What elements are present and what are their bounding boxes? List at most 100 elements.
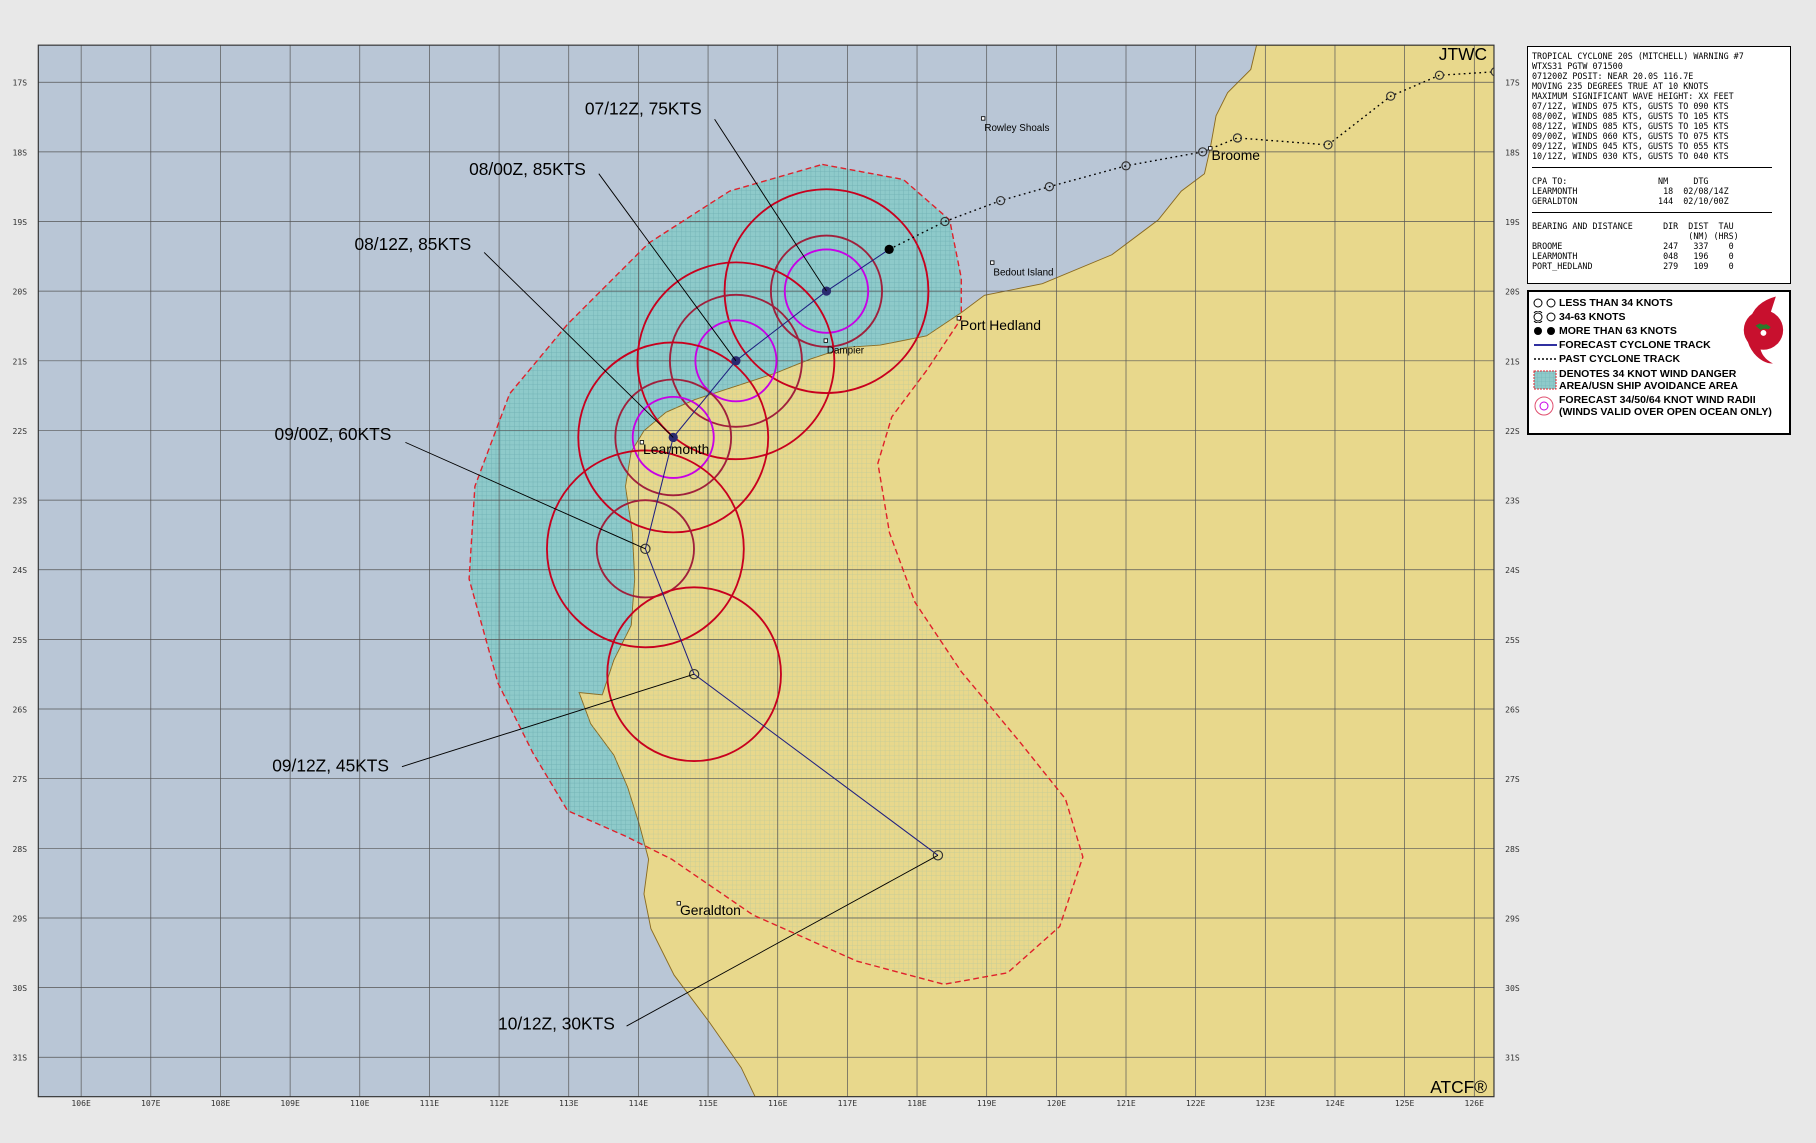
- lat-tick-label: 18S: [12, 147, 27, 157]
- lon-tick-label: 115E: [698, 1098, 718, 1108]
- past-track-line: [888, 71, 1494, 250]
- info-line: MOVING 235 DEGREES TRUE AT 10 KNOTS: [1532, 81, 1709, 91]
- place-marker: [1208, 146, 1213, 151]
- storm-position-icon: [1386, 91, 1396, 101]
- lat-tick-label: 19S: [1505, 217, 1520, 227]
- lat-tick-label: 18S: [1505, 147, 1520, 157]
- leader-line: [483, 252, 674, 438]
- lat-tick-label: 25S: [1505, 635, 1520, 645]
- info-line: 071200Z POSIT: NEAR 20.0S 116.7E: [1532, 71, 1694, 81]
- lat-tick-label: 23S: [12, 496, 27, 506]
- legend-label: 34-63 KNOTS: [1559, 311, 1626, 323]
- leader-line: [598, 173, 737, 362]
- lat-tick-label: 17S: [1505, 78, 1520, 88]
- lon-tick-label: 124E: [1325, 1098, 1345, 1108]
- place-label: Port Hedland: [960, 317, 1041, 333]
- info-line: 08/00Z, WINDS 085 KTS, GUSTS TO 105 KTS: [1532, 111, 1729, 121]
- open-circle-icon: [1533, 297, 1559, 309]
- place-label: Broome: [1211, 147, 1260, 163]
- info-line: (NM) (HRS): [1532, 231, 1739, 241]
- storm-filled-icon: [884, 244, 894, 255]
- lat-tick-label: 28S: [1505, 844, 1520, 854]
- wind-radius-34kt: [577, 341, 770, 534]
- legend-label: FORECAST CYCLONE TRACK: [1559, 339, 1711, 351]
- place-label: Geraldton: [680, 902, 741, 918]
- info-line: BEARING AND DISTANCE DIR DIST TAU: [1532, 221, 1734, 231]
- lat-tick-label: 23S: [1505, 496, 1520, 506]
- wind-radius-34kt: [723, 188, 930, 394]
- place-marker: [956, 316, 961, 321]
- legend-label: LESS THAN 34 KNOTS: [1559, 297, 1673, 309]
- lat-tick-label: 29S: [1505, 913, 1520, 923]
- warning-info-panel: TROPICAL CYCLONE 20S (MITCHELL) WARNING …: [1527, 46, 1791, 284]
- storm-position-icon: [1434, 70, 1445, 80]
- leader-line: [714, 119, 827, 292]
- wind-radius-34kt: [606, 586, 782, 762]
- storm-filled-icon: [1533, 325, 1559, 337]
- lat-tick-label: 24S: [1505, 565, 1520, 575]
- forecast-label: 09/00Z, 60KTS: [275, 424, 392, 444]
- place-marker: [823, 338, 828, 343]
- info-line: 08/12Z, WINDS 085 KTS, GUSTS TO 105 KTS: [1532, 121, 1729, 131]
- wind-radius-34kt: [636, 261, 836, 461]
- lon-tick-label: 114E: [629, 1098, 649, 1108]
- wind-radius-64kt: [631, 395, 715, 479]
- forecast-label: 09/12Z, 45KTS: [272, 755, 389, 775]
- wind-radius-50kt: [614, 378, 733, 497]
- solid-line-icon: [1533, 339, 1559, 351]
- lat-tick-label: 17S: [12, 78, 27, 88]
- places: Rowley Shoals Bedout Island Port Hedland Da…: [639, 116, 1260, 918]
- info-line: BROOME 247 337 0: [1532, 241, 1734, 251]
- forecast-label: 08/00Z, 85KTS: [469, 159, 586, 179]
- wind-radius-64kt: [783, 248, 870, 334]
- info-line: TROPICAL CYCLONE 20S (MITCHELL) WARNING …: [1532, 51, 1744, 61]
- lat-tick-label: 25S: [12, 635, 27, 645]
- storm-open-icon: [932, 850, 944, 861]
- wind-radius-64kt: [694, 319, 778, 403]
- place-label: Rowley Shoals: [984, 123, 1049, 134]
- jtwc-logo: [1743, 296, 1784, 364]
- danger-area-swatch-icon: [1533, 369, 1559, 391]
- info-line: CPA TO: NM DTG: [1532, 176, 1709, 186]
- lat-tick-label: 26S: [12, 705, 27, 715]
- info-line: LEARMONTH 18 02/08/14Z: [1532, 186, 1729, 196]
- lat-lon-grid: [38, 45, 1494, 1097]
- place-label: Dampier: [827, 345, 865, 356]
- info-line: 07/12Z, WINDS 075 KTS, GUSTS TO 090 KTS: [1532, 101, 1729, 111]
- dotted-line-icon: [1533, 353, 1559, 365]
- legend-lt34: LESS THAN 34 KNOTS: [1533, 296, 1785, 310]
- storm-position-icon: [1490, 67, 1494, 77]
- info-line: WTXS31 PGTW 071500: [1532, 61, 1623, 71]
- info-line: 09/12Z, WINDS 045 KTS, GUSTS TO 055 KTS: [1532, 141, 1729, 151]
- storm-position-icon: [1197, 147, 1208, 157]
- info-line: 10/12Z, WINDS 030 KTS, GUSTS TO 040 KTS: [1532, 151, 1729, 161]
- legend-danger-area: DENOTES 34 KNOT WIND DANGER AREA/USN SHI…: [1533, 368, 1785, 392]
- lon-tick-label: 122E: [1186, 1098, 1206, 1108]
- lat-tick-label: 30S: [1505, 983, 1520, 993]
- lat-tick-label: 21S: [1505, 356, 1520, 366]
- leader-line: [405, 441, 646, 550]
- storm-open-icon: [640, 543, 651, 555]
- lat-tick-label: 31S: [1505, 1053, 1520, 1063]
- storm-position-icon: [995, 195, 1006, 206]
- place-marker: [990, 260, 995, 265]
- lon-tick-label: 119E: [977, 1098, 997, 1108]
- leader-line: [626, 854, 939, 1027]
- lon-tick-label: 111E: [420, 1098, 440, 1108]
- legend-gt63: MORE THAN 63 KNOTS: [1533, 324, 1785, 338]
- lon-tick-label: 109E: [280, 1098, 300, 1108]
- legend-label: FORECAST 34/50/64 KNOT WIND RADII (WINDS…: [1559, 394, 1772, 418]
- lon-tick-label: 121E: [1116, 1098, 1136, 1108]
- lat-tick-label: 30S: [12, 983, 27, 993]
- danger-area-land-grid: [469, 164, 1083, 985]
- lat-tick-label: 22S: [12, 426, 27, 436]
- bearing-distance-table: BEARING AND DISTANCE DIR DIST TAU (NM) (…: [1532, 221, 1786, 271]
- danger-area-outline: [468, 163, 1084, 986]
- lon-tick-label: 118E: [907, 1098, 927, 1108]
- lat-tick-label: 19S: [12, 217, 27, 227]
- lon-tick-label: 112E: [489, 1098, 509, 1108]
- lat-tick-label: 28S: [12, 844, 27, 854]
- wind-radii: [546, 188, 930, 762]
- cpa-table: CPA TO: NM DTG LEARMONTH 18 02/08/14Z GERA…: [1532, 176, 1786, 206]
